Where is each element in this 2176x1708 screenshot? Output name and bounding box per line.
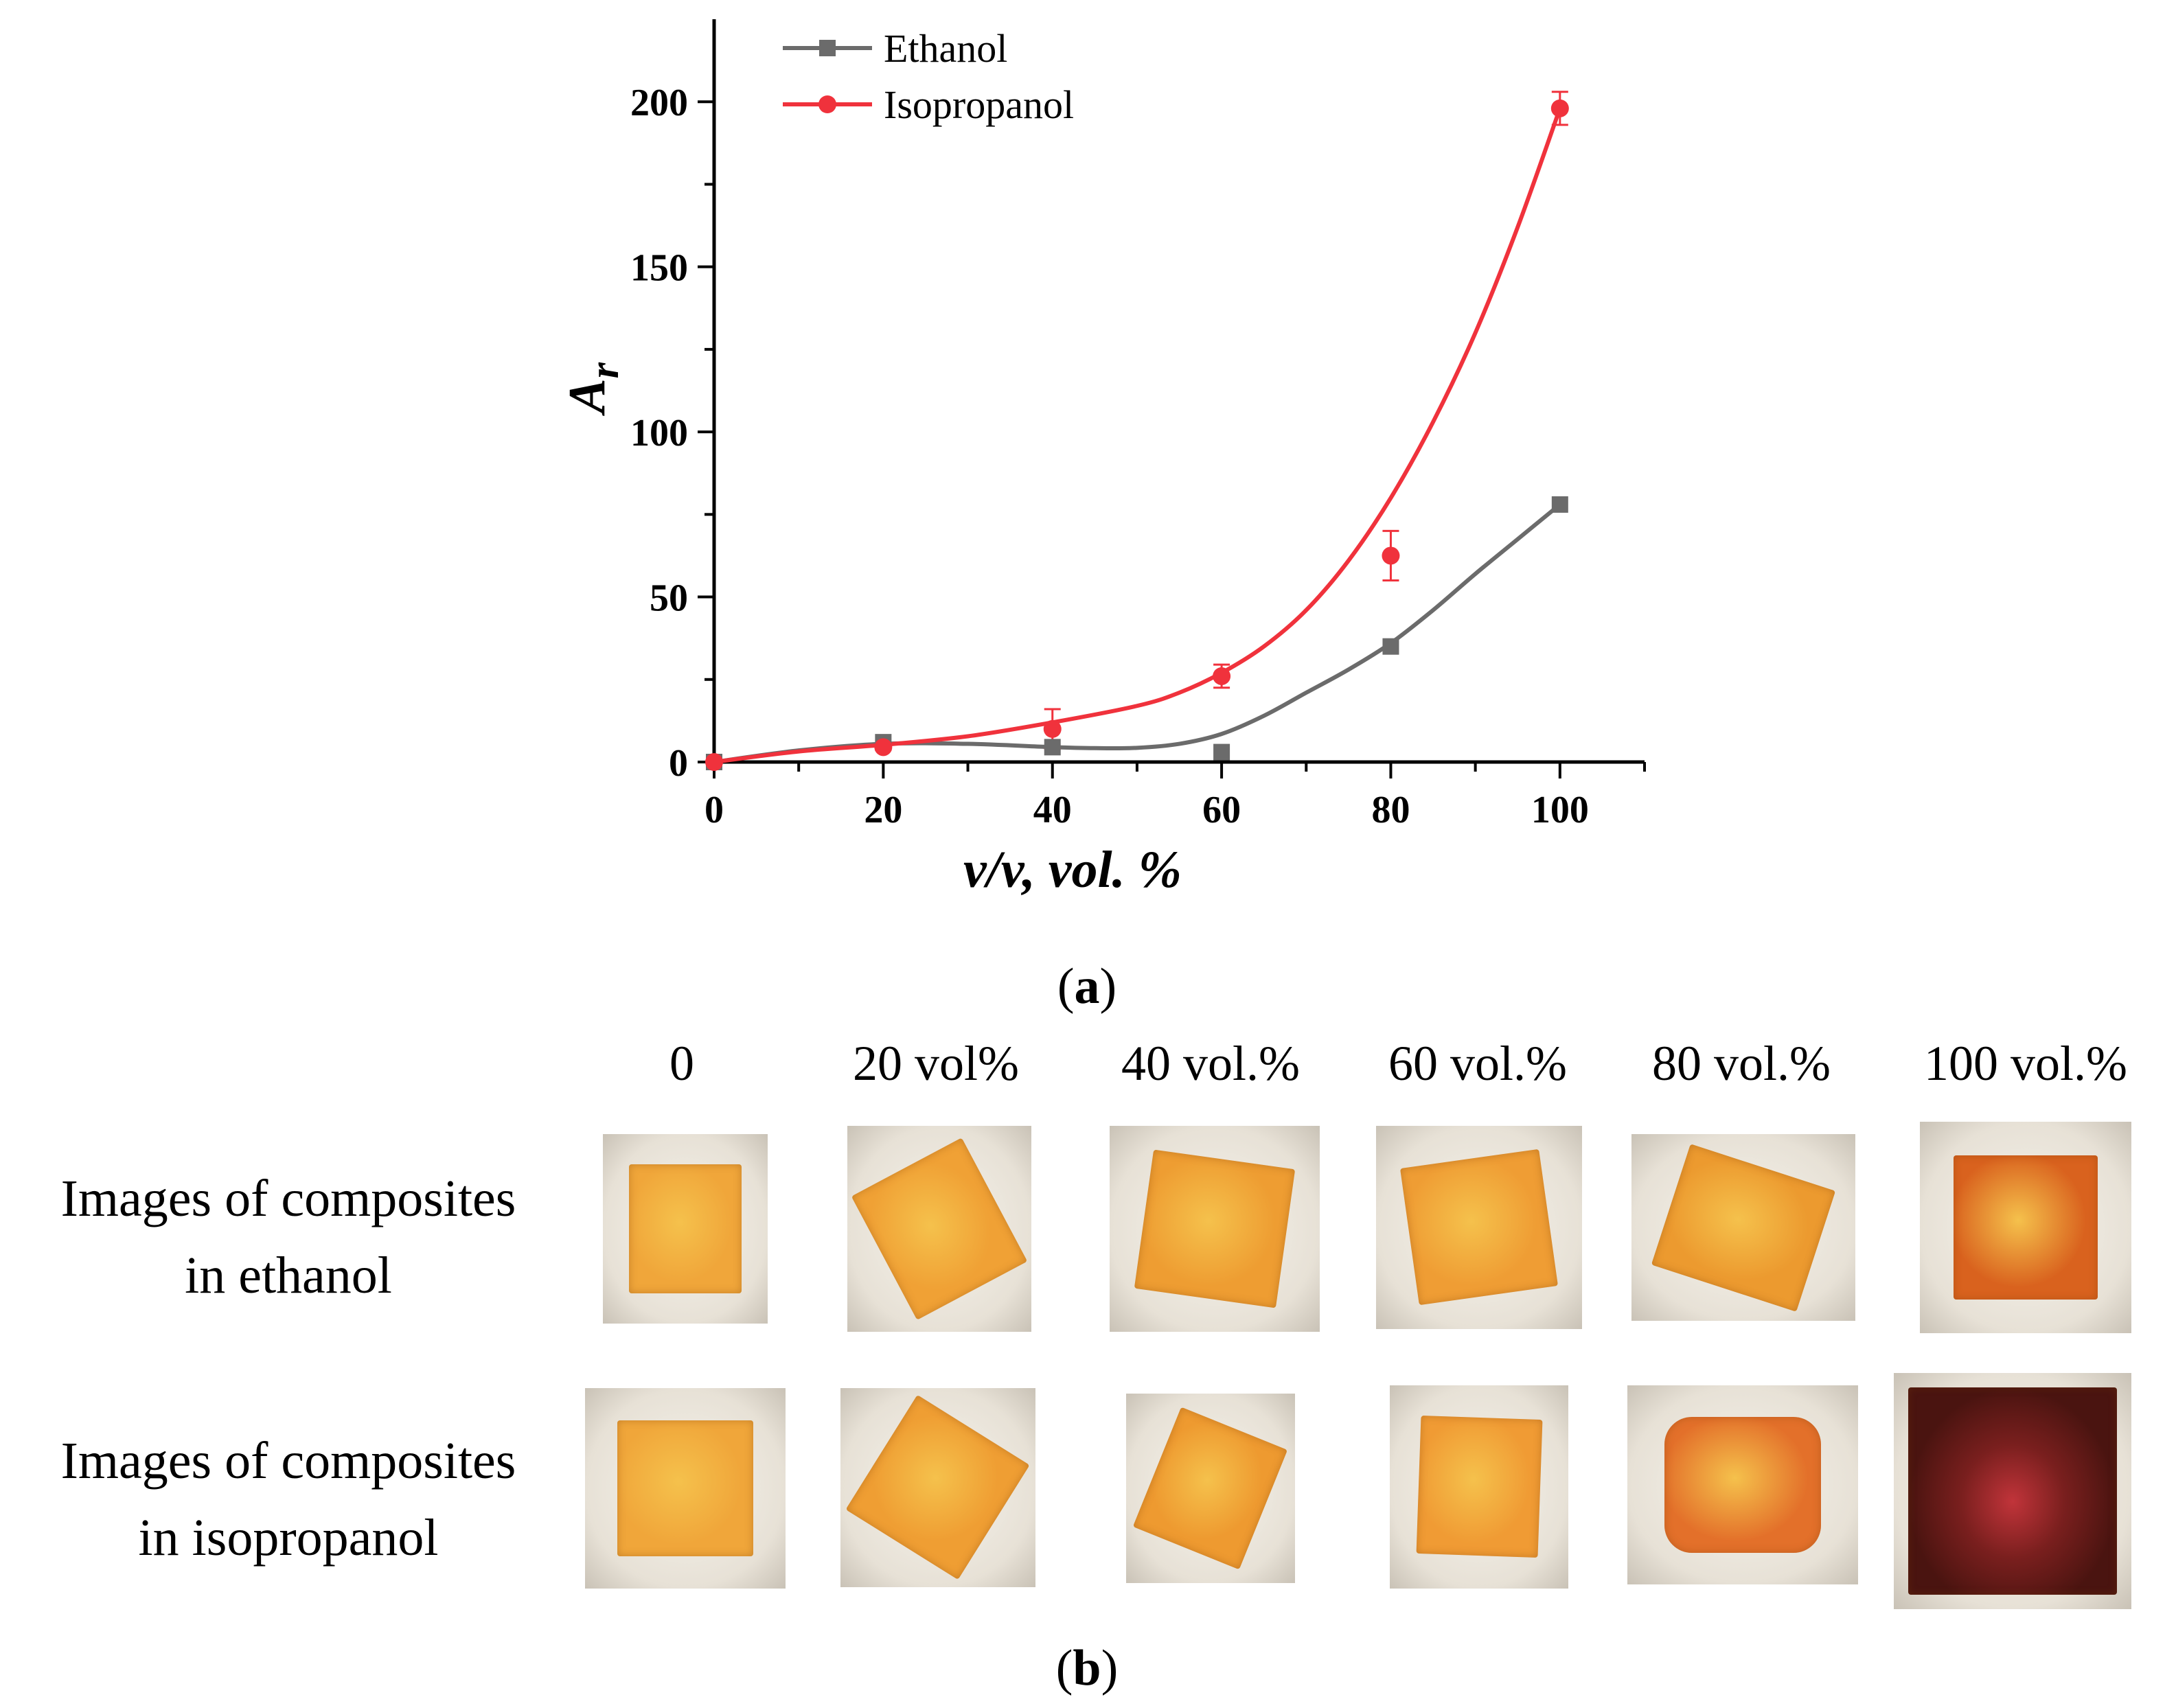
photo-isopropanol-4 bbox=[1627, 1385, 1858, 1584]
point-ethanol bbox=[1551, 496, 1568, 513]
legend-marker-ethanol bbox=[819, 40, 836, 56]
point-isopropanol bbox=[1213, 667, 1231, 685]
composite-sample bbox=[1416, 1416, 1542, 1558]
y-tick-label: 200 bbox=[630, 82, 688, 124]
y-tick-label: 150 bbox=[630, 247, 688, 290]
point-ethanol bbox=[1382, 638, 1399, 655]
x-axis-title: v/v, vol. % bbox=[963, 841, 1182, 899]
photo-ethanol-1 bbox=[847, 1126, 1031, 1332]
y-tick-label: 0 bbox=[669, 742, 688, 785]
composite-sample bbox=[1664, 1417, 1822, 1553]
composite-sample bbox=[1651, 1143, 1835, 1312]
y-axis-title: Ar bbox=[558, 362, 627, 416]
composite-sample bbox=[617, 1420, 754, 1557]
column-label-60: 60 vol.% bbox=[1388, 1036, 1567, 1091]
row-label-ethanol: Images of composites in ethanol bbox=[60, 1170, 516, 1304]
point-isopropanol bbox=[1550, 99, 1569, 117]
photo-isopropanol-5 bbox=[1894, 1373, 2131, 1609]
column-label-40: 40 vol.% bbox=[1121, 1036, 1300, 1091]
legend-item-isopropanol: Isopropanol bbox=[783, 82, 1074, 127]
y-tick-label: 100 bbox=[630, 412, 688, 454]
composite-sample bbox=[1399, 1149, 1559, 1306]
data-points bbox=[705, 99, 1569, 771]
composite-sample bbox=[851, 1138, 1028, 1320]
photo-isopropanol-3 bbox=[1390, 1385, 1568, 1589]
composite-sample bbox=[1133, 1407, 1288, 1570]
plot-axes: 0 20 40 60 80 100 0 50 100 150 200 bbox=[630, 19, 1646, 831]
column-label-0: 0 bbox=[669, 1036, 694, 1091]
photo-ethanol-3 bbox=[1376, 1126, 1582, 1329]
fit-curves bbox=[713, 107, 1562, 764]
legend-marker-isopropanol bbox=[818, 95, 836, 113]
x-tick-label: 100 bbox=[1531, 789, 1589, 831]
panel-label-b: (b) bbox=[1055, 1640, 1119, 1696]
point-ethanol bbox=[1044, 739, 1061, 756]
y-axis-title-main: A bbox=[558, 378, 616, 416]
column-label-100: 100 vol.% bbox=[1924, 1036, 2127, 1091]
x-tick-label: 40 bbox=[1033, 789, 1072, 831]
photo-ethanol-0 bbox=[603, 1134, 768, 1324]
point-isopropanol bbox=[705, 753, 723, 771]
point-ethanol bbox=[1213, 743, 1230, 761]
photo-isopropanol-2 bbox=[1126, 1394, 1295, 1583]
column-label-20: 20 vol% bbox=[853, 1036, 1019, 1091]
y-tick-label: 50 bbox=[650, 577, 688, 620]
column-label-80: 80 vol.% bbox=[1652, 1036, 1831, 1091]
legend-label-ethanol: Ethanol bbox=[884, 26, 1007, 71]
fit-curve-ethanol bbox=[713, 503, 1561, 764]
composite-sample bbox=[1134, 1149, 1296, 1308]
error-bars bbox=[875, 91, 1568, 751]
composite-sample bbox=[1908, 1387, 2118, 1595]
x-tick-label: 60 bbox=[1202, 789, 1241, 831]
photo-ethanol-2 bbox=[1110, 1126, 1320, 1332]
chart-a: 0 20 40 60 80 100 0 50 100 150 200 Ethanol Isopropa… bbox=[558, 19, 1646, 899]
x-tick-label: 20 bbox=[864, 789, 902, 831]
composite-sample bbox=[629, 1164, 742, 1293]
composite-sample bbox=[1954, 1155, 2098, 1300]
composite-sample bbox=[845, 1395, 1031, 1580]
x-tick-label: 80 bbox=[1371, 789, 1410, 831]
photo-isopropanol-0 bbox=[585, 1388, 786, 1589]
y-axis-title-subscript: r bbox=[582, 362, 627, 378]
svg-text:Ar: Ar bbox=[558, 362, 627, 416]
point-isopropanol bbox=[874, 738, 893, 757]
point-isopropanol bbox=[1043, 719, 1062, 738]
point-isopropanol bbox=[1382, 546, 1400, 565]
x-tick-label: 0 bbox=[705, 789, 724, 831]
panel-label-a: (a) bbox=[1057, 958, 1117, 1015]
row-label-isopropanol: Images of composites in isopropanol bbox=[60, 1432, 516, 1567]
fit-curve-isopropanol bbox=[713, 107, 1562, 764]
legend: Ethanol Isopropanol bbox=[783, 26, 1074, 127]
photo-ethanol-5 bbox=[1920, 1122, 2131, 1333]
legend-item-ethanol: Ethanol bbox=[783, 26, 1007, 71]
photo-ethanol-4 bbox=[1631, 1134, 1855, 1321]
legend-label-isopropanol: Isopropanol bbox=[884, 82, 1074, 127]
photo-isopropanol-1 bbox=[840, 1388, 1035, 1587]
